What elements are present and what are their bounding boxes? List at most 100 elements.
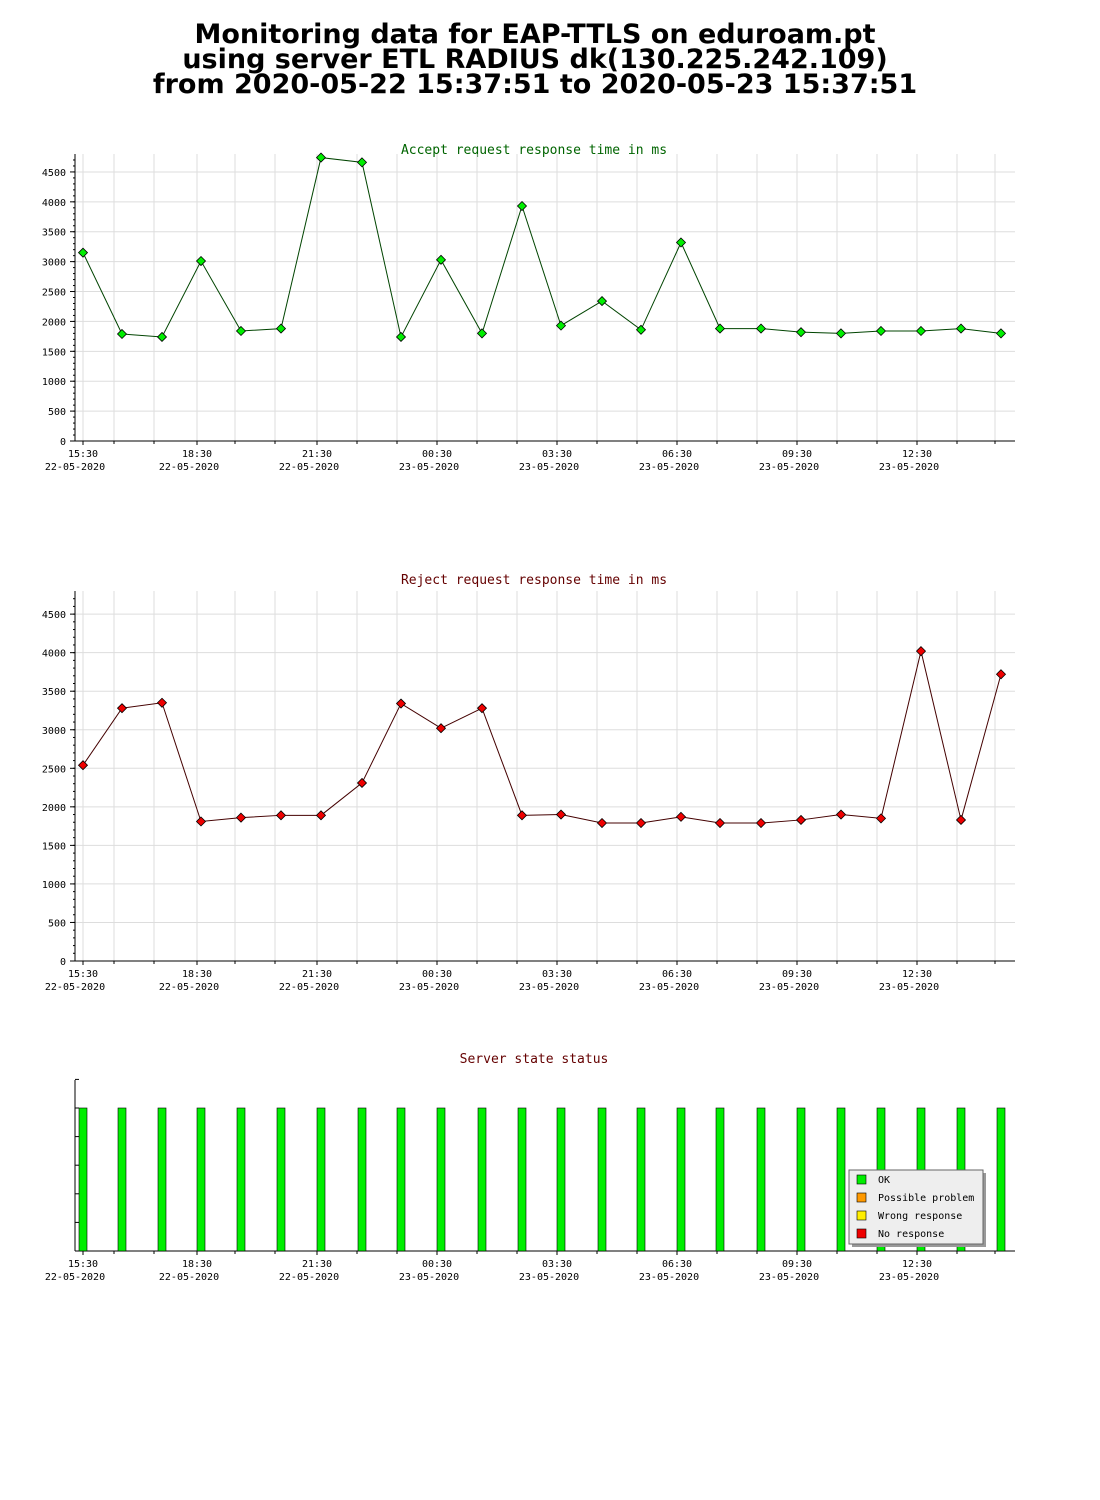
reject-x-tick-date: 23-05-2020	[879, 982, 939, 993]
accept-x-tick-date: 22-05-2020	[159, 462, 219, 473]
accept-x-tick-time: 00:30	[422, 449, 452, 460]
accept-y-tick-label: 1000	[42, 377, 66, 388]
accept-y-tick-label: 4500	[42, 168, 66, 179]
reject-data-point	[516, 810, 528, 821]
status-bar	[236, 1107, 246, 1252]
reject-x-tick-date: 23-05-2020	[519, 982, 579, 993]
reject-data-point	[77, 760, 89, 771]
accept-y-tick-label: 3500	[42, 228, 66, 239]
accept-x-tick-time: 03:30	[542, 449, 572, 460]
accept-x-tick-date: 22-05-2020	[45, 462, 105, 473]
status-bar	[477, 1107, 487, 1252]
accept-data-point	[315, 152, 327, 163]
legend-swatch	[856, 1192, 867, 1203]
accept-y-tick-label: 4000	[42, 198, 66, 209]
accept-data-point	[835, 328, 847, 339]
reject-data-point	[915, 646, 927, 657]
reject-y-tick-label: 0	[60, 957, 66, 968]
status-bar	[517, 1107, 527, 1252]
status-bar	[196, 1107, 206, 1252]
reject-x-tick-time: 03:30	[542, 969, 572, 980]
accept-x-tick-date: 23-05-2020	[639, 462, 699, 473]
accept-x-tick-time: 15:30	[68, 449, 98, 460]
reject-data-point	[755, 817, 767, 829]
accept-data-point	[635, 324, 647, 335]
reject-x-tick-date: 22-05-2020	[45, 982, 105, 993]
accept-y-tick-label: 500	[48, 407, 66, 418]
status-x-tick-date: 23-05-2020	[879, 1272, 939, 1283]
accept-x-tick-time: 18:30	[182, 449, 212, 460]
legend-swatch	[856, 1210, 867, 1221]
title-line-1: Monitoring data for EAP-TTLS on eduroam.…	[194, 19, 876, 50]
reject-x-tick-time: 12:30	[902, 969, 932, 980]
reject-data-point	[835, 809, 847, 820]
status-bar	[996, 1107, 1006, 1252]
status-x-tick-date: 23-05-2020	[639, 1272, 699, 1283]
reject-x-tick-time: 21:30	[302, 969, 332, 980]
accept-data-point	[995, 328, 1007, 339]
reject-data-point	[476, 703, 488, 714]
status-bar	[676, 1107, 686, 1252]
status-bar	[796, 1107, 806, 1252]
accept-x-tick-time: 21:30	[302, 449, 332, 460]
reject-y-tick-label: 3000	[42, 726, 66, 737]
reject-y-tick-label: 1500	[42, 841, 66, 852]
legend-swatch	[856, 1228, 867, 1239]
status-chart-title: Server state status	[460, 1052, 609, 1067]
reject-y-tick-label: 4000	[42, 649, 66, 660]
status-x-tick-date: 23-05-2020	[519, 1272, 579, 1283]
reject-data-point	[875, 813, 887, 824]
status-x-tick-time: 21:30	[302, 1259, 332, 1270]
accept-data-point	[955, 323, 967, 334]
reject-data-point	[596, 817, 608, 829]
reject-x-tick-time: 00:30	[422, 969, 452, 980]
accept-x-tick-date: 22-05-2020	[279, 462, 339, 473]
reject-data-point	[555, 809, 567, 820]
accept-x-tick-date: 23-05-2020	[399, 462, 459, 473]
accept-data-point	[195, 255, 207, 267]
status-bar	[436, 1107, 446, 1252]
legend-label: OK	[878, 1175, 890, 1186]
status-bar	[556, 1107, 566, 1252]
accept-data-point	[795, 327, 807, 338]
accept-data-point	[235, 325, 247, 337]
accept-data-point	[275, 323, 287, 334]
reject-y-tick-label: 4500	[42, 610, 66, 621]
reject-data-point	[156, 697, 168, 708]
accept-chart-title: Accept request response time in ms	[401, 143, 667, 158]
status-x-tick-time: 06:30	[662, 1259, 692, 1270]
accept-x-tick-date: 23-05-2020	[759, 462, 819, 473]
accept-data-point	[476, 328, 488, 339]
status-bar	[756, 1107, 766, 1252]
status-bar	[276, 1107, 286, 1252]
status-bar	[117, 1107, 127, 1252]
reject-series-line	[82, 651, 1002, 824]
reject-data-point	[315, 810, 327, 821]
reject-x-tick-time: 18:30	[182, 969, 212, 980]
accept-data-point	[435, 254, 447, 265]
accept-data-point	[555, 320, 567, 331]
status-x-tick-time: 00:30	[422, 1259, 452, 1270]
status-bar	[78, 1107, 88, 1252]
legend-swatch	[856, 1174, 867, 1185]
accept-data-point	[77, 247, 89, 258]
status-bar	[836, 1107, 846, 1252]
accept-y-tick-label: 3000	[42, 258, 66, 269]
title-line-2: using server ETL RADIUS dk(130.225.242.1…	[182, 44, 888, 75]
legend-label: No response	[878, 1229, 944, 1240]
accept-data-point	[915, 325, 927, 337]
status-x-tick-date: 22-05-2020	[159, 1272, 219, 1283]
accept-series-line	[82, 157, 1002, 339]
accept-x-tick-time: 09:30	[782, 449, 812, 460]
status-x-tick-time: 18:30	[182, 1259, 212, 1270]
status-x-tick-date: 23-05-2020	[759, 1272, 819, 1283]
status-x-tick-date: 23-05-2020	[399, 1272, 459, 1283]
accept-y-tick-label: 2000	[42, 317, 66, 328]
status-bar	[715, 1107, 725, 1252]
accept-data-point	[356, 157, 368, 168]
reject-data-point	[955, 814, 967, 826]
status-bar	[396, 1107, 406, 1252]
accept-y-tick-label: 1500	[42, 347, 66, 358]
reject-x-tick-time: 09:30	[782, 969, 812, 980]
